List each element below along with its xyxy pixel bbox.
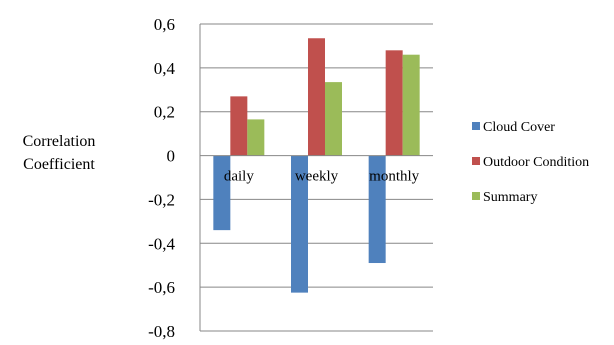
legend-swatch [472,122,480,130]
x-tick-label: monthly [369,169,420,185]
y-tick-label: 0,2 [154,103,175,122]
bar-outdoor-condition [230,96,248,156]
bar-cloud-cover [213,155,231,231]
y-axis-title: Correlation [23,133,96,150]
y-tick-label: 0 [167,147,176,166]
y-tick-label: 0,4 [154,59,176,78]
axes [199,24,433,331]
bar-summary [402,54,420,156]
bars [213,38,420,293]
y-tick-label: -0,8 [148,322,175,340]
labels: 0,6 0,4 0,2 0 -0,2 -0,4 -0,6 -0,8 daily weekly mon… [23,15,420,341]
x-tick-label: weekly [295,169,339,185]
y-axis-title: Coefficient [23,156,95,173]
bar-outdoor-condition [308,38,325,156]
legend-swatch [472,192,480,200]
legend-swatch [472,157,480,165]
y-tick-label: -0,4 [148,234,175,253]
legend-label: Outdoor Condition [483,155,589,170]
y-tick-label: 0,6 [154,15,175,34]
legend: Cloud Cover Outdoor Condition Summary [472,120,589,205]
legend-label: Summary [483,190,537,205]
bar-outdoor-condition [385,50,403,156]
bar-cloud-cover [368,155,386,264]
x-tick-label: daily [224,169,254,185]
bar-summary [325,82,342,156]
bar-summary [247,119,265,156]
y-tick-label: -0,6 [148,278,175,297]
bar-cloud-cover [291,155,308,293]
legend-label: Cloud Cover [483,120,555,135]
y-tick-label: -0,2 [148,190,175,209]
